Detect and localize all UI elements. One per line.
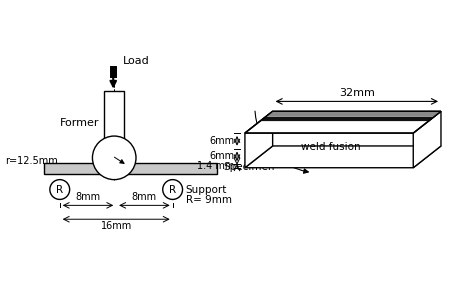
Polygon shape [260,117,434,121]
Polygon shape [266,111,441,117]
Text: 8mm: 8mm [75,192,100,202]
Text: 6mm: 6mm [209,136,234,146]
Text: Former: Former [60,118,99,128]
Bar [44,163,217,174]
Text: 16mm: 16mm [100,221,132,231]
Circle shape [92,136,136,180]
Text: weld fusion: weld fusion [301,142,361,153]
Text: 32mm: 32mm [339,88,375,98]
Text: 8mm: 8mm [132,192,157,202]
Polygon shape [245,146,441,168]
Circle shape [50,180,70,200]
Text: 1.4 mm: 1.4 mm [197,161,234,171]
Text: R: R [56,185,64,194]
Text: Support: Support [185,185,227,194]
Polygon shape [413,111,441,168]
Polygon shape [245,111,273,168]
Text: R: R [169,185,176,194]
Text: r=12.5mm: r=12.5mm [5,156,58,166]
Bar [104,91,124,141]
Text: Load: Load [123,56,150,66]
Text: Specimen: Specimen [223,162,274,172]
Polygon shape [245,111,441,133]
Circle shape [163,180,182,200]
Text: 6mm: 6mm [209,151,234,161]
Text: R= 9mm: R= 9mm [185,196,231,205]
